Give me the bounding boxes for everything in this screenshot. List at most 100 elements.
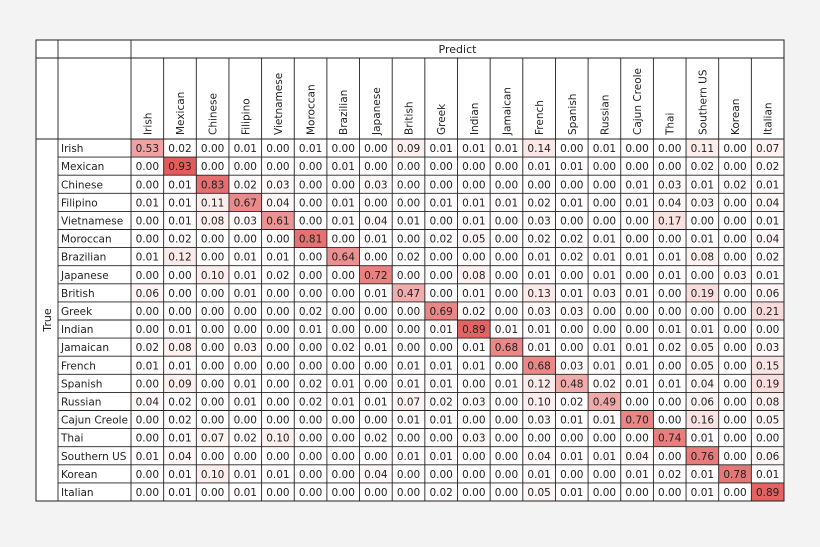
cell-value-label: 0.04 xyxy=(364,469,388,481)
heatmap-cell xyxy=(131,446,164,465)
heatmap-cell xyxy=(392,356,425,375)
heatmap-cell xyxy=(163,482,197,501)
cell-value-label: 0.01 xyxy=(234,252,257,264)
heatmap-cell xyxy=(620,175,654,194)
cell-value-label: 0.00 xyxy=(658,288,681,300)
heatmap-cell xyxy=(718,464,752,483)
cell-value-label: 0.01 xyxy=(593,451,616,463)
cell-value-label: 0.01 xyxy=(691,433,714,445)
cell-value-label: 0.02 xyxy=(429,487,452,499)
heatmap-cell xyxy=(326,139,360,158)
heatmap-cell xyxy=(163,157,197,176)
heatmap-cell xyxy=(653,175,687,194)
cell-value-label: 0.00 xyxy=(332,451,355,463)
cell-value-label: 0.03 xyxy=(560,306,583,318)
cell-value-label: 0.02 xyxy=(527,234,550,246)
heatmap-cell xyxy=(424,374,458,393)
heatmap-cell xyxy=(196,247,229,266)
heatmap-cell xyxy=(490,175,523,194)
cell-value-label: 0.02 xyxy=(136,342,159,354)
heatmap-cell xyxy=(620,356,654,375)
heatmap-cell xyxy=(359,193,393,212)
heatmap-cell xyxy=(163,193,197,212)
cell-value-label: 0.00 xyxy=(332,415,355,427)
cell-value-label: 0.00 xyxy=(397,433,420,445)
cell-value-label: 0.01 xyxy=(625,378,648,390)
heatmap-cell xyxy=(653,193,687,212)
heatmap-cell xyxy=(718,283,752,302)
cell-value-label: 0.02 xyxy=(658,469,681,481)
heatmap-cell xyxy=(261,410,295,429)
cell-value-label: 0.00 xyxy=(397,487,420,499)
cell-value-label: 0.01 xyxy=(364,342,387,354)
cell-value-label: 0.00 xyxy=(462,415,485,427)
cell-value-label: 0.03 xyxy=(527,415,550,427)
cell-value-label: 0.76 xyxy=(691,451,715,463)
cell-value-label: 0.19 xyxy=(756,378,779,390)
cell-value-label: 0.00 xyxy=(658,451,681,463)
heatmap-cell xyxy=(555,247,589,266)
heatmap-cell xyxy=(457,229,491,248)
heatmap-cell xyxy=(620,247,654,266)
cell-value-label: 0.00 xyxy=(429,270,452,282)
cell-value-label: 0.00 xyxy=(266,288,289,300)
heatmap-cell xyxy=(228,211,262,230)
cell-value-label: 0.00 xyxy=(168,306,191,318)
heatmap-cell xyxy=(392,157,425,176)
heatmap-cell xyxy=(131,356,164,375)
cell-value-label: 0.00 xyxy=(429,469,452,481)
cell-value-label: 0.01 xyxy=(593,252,616,264)
heatmap-cell xyxy=(294,139,327,158)
cell-value-label: 0.01 xyxy=(625,179,648,191)
cell-value-label: 0.01 xyxy=(168,179,191,191)
heatmap-cell xyxy=(588,139,621,158)
cell-value-label: 0.72 xyxy=(364,270,387,282)
heatmap-cell xyxy=(620,410,654,429)
heatmap-cell xyxy=(424,139,458,158)
heatmap-cell xyxy=(653,446,687,465)
cell-value-label: 0.04 xyxy=(658,197,682,209)
cell-value-label: 0.00 xyxy=(234,161,257,173)
heatmap-cell xyxy=(163,320,197,339)
cell-value-label: 0.04 xyxy=(136,396,160,408)
column-tick-label: Indian xyxy=(469,103,481,135)
heatmap-cell xyxy=(131,229,164,248)
cell-value-label: 0.00 xyxy=(593,487,616,499)
heatmap-cell xyxy=(490,446,523,465)
heatmap-cell xyxy=(718,157,752,176)
heatmap-cell xyxy=(163,175,197,194)
cell-value-label: 0.01 xyxy=(429,378,452,390)
cell-value-label: 0.00 xyxy=(593,433,616,445)
heatmap-cell xyxy=(163,392,197,411)
cell-value-label: 0.67 xyxy=(234,197,257,209)
heatmap-cell xyxy=(359,283,393,302)
heatmap-cell xyxy=(163,446,197,465)
heatmap-cell xyxy=(196,211,229,230)
heatmap-cell xyxy=(522,301,556,320)
heatmap-cell xyxy=(424,283,458,302)
heatmap-cell xyxy=(294,428,327,447)
row-tick-label: Thai xyxy=(60,433,83,445)
heatmap-cell xyxy=(326,193,360,212)
cell-value-label: 0.05 xyxy=(527,487,550,499)
cell-value-label: 0.00 xyxy=(397,161,420,173)
cell-value-label: 0.00 xyxy=(625,396,648,408)
heatmap-cell xyxy=(359,301,393,320)
cell-value-label: 0.00 xyxy=(723,306,746,318)
heatmap-cell xyxy=(653,229,687,248)
cell-value-label: 0.03 xyxy=(462,396,485,408)
heatmap-cell xyxy=(294,320,327,339)
cell-value-label: 0.00 xyxy=(201,342,224,354)
cell-value-label: 0.00 xyxy=(625,270,648,282)
heatmap-cell xyxy=(196,464,229,483)
heatmap-cell xyxy=(457,157,491,176)
row-tick-label: Mexican xyxy=(61,161,104,173)
cell-value-label: 0.21 xyxy=(756,306,779,318)
cell-value-label: 0.01 xyxy=(397,215,420,227)
cell-value-label: 0.01 xyxy=(429,143,452,155)
heatmap-cell xyxy=(686,410,719,429)
cell-value-label: 0.01 xyxy=(560,288,583,300)
cell-value-label: 0.03 xyxy=(462,433,485,445)
cell-value-label: 0.01 xyxy=(397,360,420,372)
cell-value-label: 0.01 xyxy=(168,324,191,336)
